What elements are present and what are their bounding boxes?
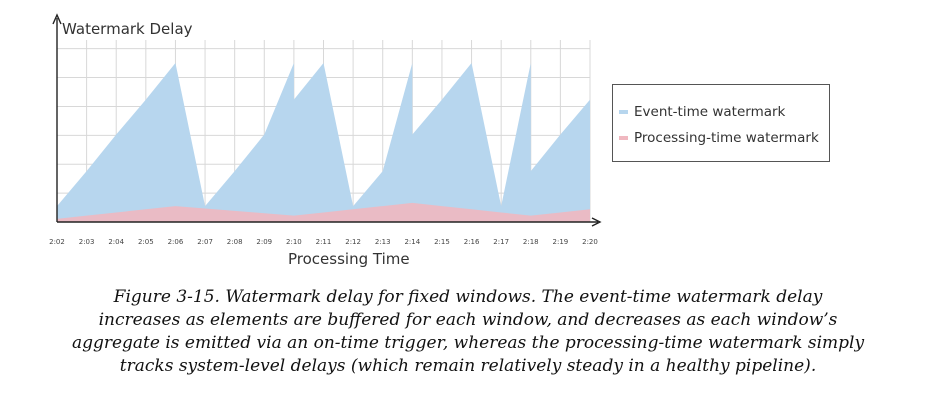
x-tick-label: 2:17 xyxy=(493,238,509,246)
chart-series xyxy=(57,63,590,222)
legend-label-event-time: Event-time watermark xyxy=(634,104,786,120)
legend-item-processing-time: Processing-time watermark xyxy=(619,125,829,151)
legend-swatch-processing-time xyxy=(619,136,628,140)
x-tick-label: 2:03 xyxy=(79,238,95,246)
x-axis-arrow xyxy=(591,217,602,227)
x-tick-label: 2:14 xyxy=(404,238,420,246)
x-tick-label: 2:09 xyxy=(256,238,272,246)
x-tick-label: 2:12 xyxy=(345,238,361,246)
legend: Event-time watermark Processing-time wat… xyxy=(612,84,830,162)
chart-axes xyxy=(52,13,602,227)
caption-line: Figure 3-15. Watermark delay for fixed w… xyxy=(113,287,823,307)
legend-swatch-event-time xyxy=(619,110,628,114)
x-tick-label: 2:06 xyxy=(168,238,184,246)
event-time-watermark-area xyxy=(57,63,590,222)
caption-line: aggregate is emitted via an on-time trig… xyxy=(71,333,865,353)
x-tick-label: 2:05 xyxy=(138,238,154,246)
x-tick-label: 2:08 xyxy=(227,238,243,246)
x-axis-label: Processing Time xyxy=(288,250,410,268)
x-tick-label: 2:15 xyxy=(434,238,450,246)
x-tick-label: 2:11 xyxy=(316,238,332,246)
legend-item-event-time: Event-time watermark xyxy=(619,99,829,125)
figure-caption: Figure 3-15. Watermark delay for fixed w… xyxy=(30,286,906,378)
y-axis-label: Watermark Delay xyxy=(62,20,193,38)
x-tick-label: 2:20 xyxy=(582,238,598,246)
processing-time-watermark-area xyxy=(57,202,590,222)
x-tick-label: 2:19 xyxy=(553,238,569,246)
x-tick-labels: 2:02 2:03 2:04 2:05 2:06 2:07 2:08 2:09 2:10 2:11… xyxy=(49,238,598,246)
y-axis-arrow xyxy=(52,13,62,25)
caption-line: tracks system-level delays (which remain… xyxy=(119,356,817,376)
legend-label-processing-time: Processing-time watermark xyxy=(634,130,819,146)
x-tick-label: 2:04 xyxy=(108,238,124,246)
x-tick-label: 2:13 xyxy=(375,238,391,246)
caption-line: increases as elements are buffered for e… xyxy=(98,310,838,330)
chart-area: 2:02 2:03 2:04 2:05 2:06 2:07 2:08 2:09 2:10 2:11… xyxy=(49,13,602,246)
x-tick-label: 2:10 xyxy=(286,238,302,246)
x-tick-label: 2:07 xyxy=(197,238,213,246)
x-tick-label: 2:18 xyxy=(523,238,539,246)
x-tick-label: 2:02 xyxy=(49,238,65,246)
x-tick-label: 2:16 xyxy=(464,238,480,246)
